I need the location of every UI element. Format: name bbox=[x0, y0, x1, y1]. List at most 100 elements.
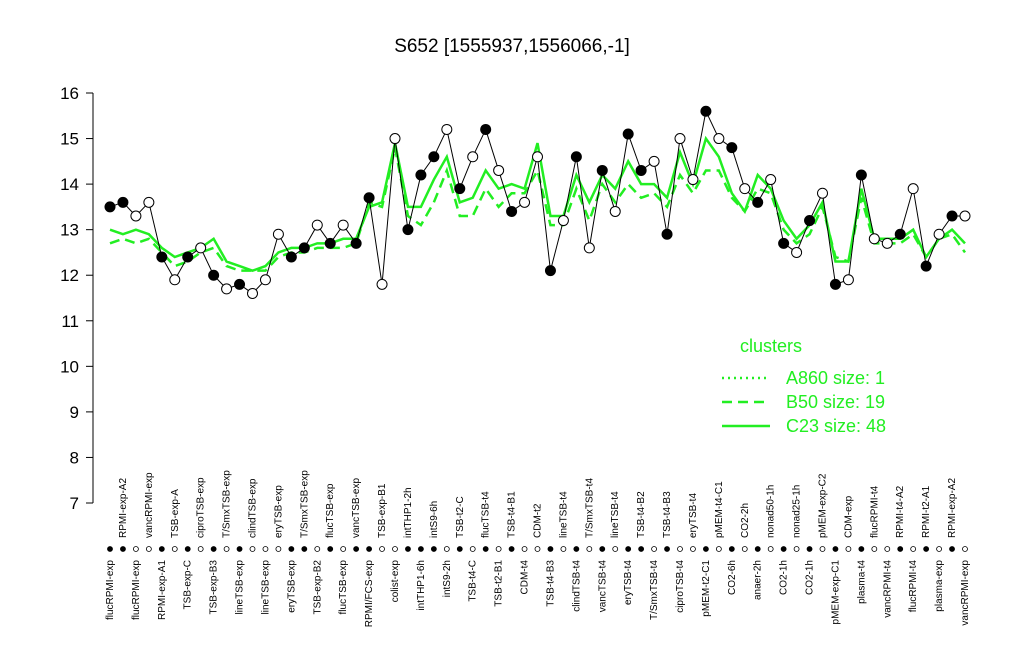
cluster-dot bbox=[327, 546, 334, 552]
x-tick-label: T/SmxTSB-t4 bbox=[584, 478, 595, 538]
x-tick-label: CO2-2h bbox=[740, 503, 751, 538]
x-tick-label: CO2-1h bbox=[779, 560, 790, 595]
data-point bbox=[350, 237, 362, 249]
cluster-dot bbox=[871, 546, 878, 552]
x-tick-label: flucRPMI-t4 bbox=[869, 485, 880, 538]
x-tick-label: CDM-t2 bbox=[533, 503, 544, 538]
cluster-dot bbox=[249, 546, 256, 552]
x-tick-label: nonad25-1h bbox=[792, 485, 803, 538]
x-tick-label: intS9-6h bbox=[429, 501, 440, 538]
data-point bbox=[454, 183, 466, 195]
cluster-dot bbox=[197, 546, 204, 552]
data-point bbox=[117, 196, 129, 208]
x-tick-label: RPMI/FCS-exp bbox=[364, 560, 375, 628]
x-tick-label: lineTSB-exp bbox=[235, 560, 246, 615]
data-point bbox=[726, 142, 738, 154]
x-tick-label: TSB-exp-B2 bbox=[312, 560, 323, 615]
cluster-dot bbox=[754, 546, 761, 552]
data-point bbox=[208, 269, 220, 281]
x-tick-label: eryTSB-t4 bbox=[623, 560, 634, 605]
cluster-dot bbox=[171, 546, 178, 552]
cluster-dot bbox=[314, 546, 321, 552]
data-point bbox=[907, 183, 919, 195]
cluster-dot bbox=[612, 546, 619, 552]
x-tick-label: T/SmxTSB-exp bbox=[299, 470, 310, 538]
data-point bbox=[221, 283, 233, 295]
data-point bbox=[596, 164, 608, 176]
x-tick-label: RPMI-t4-A2 bbox=[895, 485, 906, 538]
cluster-dot bbox=[456, 546, 463, 552]
data-point bbox=[532, 151, 543, 163]
cluster-dot bbox=[715, 546, 722, 552]
x-tick-label: clindTSB-exp bbox=[248, 478, 259, 538]
legend-label: A860 size: 1 bbox=[786, 368, 885, 388]
cluster-dot bbox=[806, 546, 813, 552]
cluster-dot bbox=[521, 546, 528, 552]
cluster-dot bbox=[703, 546, 709, 552]
x-tick-label: pMEM-exp-C2 bbox=[818, 473, 829, 538]
cluster-dot bbox=[690, 546, 696, 552]
data-point bbox=[920, 260, 932, 272]
y-tick-label: 7 bbox=[70, 494, 79, 513]
y-tick-label: 15 bbox=[60, 130, 79, 149]
x-tick-label: TSB-t4-B1 bbox=[507, 491, 518, 538]
cluster-dot bbox=[560, 546, 567, 552]
cluster-dot bbox=[353, 546, 360, 552]
data-point bbox=[674, 133, 686, 145]
x-tick-label: lineTSB-t4 bbox=[610, 491, 621, 538]
data-point bbox=[894, 228, 906, 240]
x-tick-label: ciproTSB-t4 bbox=[675, 560, 686, 613]
cluster-dot bbox=[586, 546, 593, 552]
data-point bbox=[234, 278, 246, 290]
data-point bbox=[622, 128, 634, 140]
x-tick-label: vancRPMI-t4 bbox=[882, 560, 893, 618]
data-point bbox=[570, 151, 582, 163]
data-point bbox=[247, 287, 258, 299]
cluster-dot bbox=[223, 546, 230, 552]
cluster-dot bbox=[651, 546, 657, 552]
x-tick-label: TSB-t4-B2 bbox=[636, 491, 647, 538]
data-point bbox=[389, 133, 401, 145]
x-tick-label: intTHP1-6h bbox=[416, 560, 427, 611]
data-point bbox=[868, 233, 880, 245]
x-tick-label: flucRPMI-t4 bbox=[908, 560, 919, 613]
cluster-dot bbox=[664, 546, 670, 552]
cluster-dot bbox=[897, 546, 904, 552]
x-tick-label: TSB-t4-B3 bbox=[662, 491, 673, 538]
data-point bbox=[609, 205, 621, 217]
x-tick-label: TSB-exp-B1 bbox=[377, 483, 388, 538]
x-tick-label: CDM-exp bbox=[843, 495, 854, 538]
data-point bbox=[182, 251, 194, 263]
y-tick-label: 9 bbox=[70, 403, 79, 422]
data-point bbox=[415, 169, 427, 181]
x-tick-label: nonad50-1h bbox=[766, 485, 777, 538]
cluster-dot bbox=[910, 546, 917, 552]
legend-title: clusters bbox=[740, 336, 802, 356]
data-point bbox=[648, 155, 660, 167]
cluster-dot bbox=[858, 546, 865, 552]
legend-label: C23 size: 48 bbox=[786, 416, 886, 436]
y-tick-label: 14 bbox=[60, 175, 79, 194]
x-tick-label: eryTSB-exp bbox=[273, 485, 284, 538]
cluster-dot bbox=[107, 546, 113, 552]
x-tick-label: anaer-2h bbox=[753, 560, 764, 600]
x-tick-label: TSB-t2-C bbox=[455, 496, 466, 538]
data-point bbox=[700, 105, 712, 117]
x-tick-label: plasma-exp bbox=[934, 560, 945, 612]
data-point bbox=[506, 205, 518, 217]
data-point bbox=[285, 251, 297, 263]
data-point bbox=[933, 228, 945, 240]
x-tick-label: TSB-exp-A bbox=[170, 489, 181, 538]
x-tick-label: T/SmxTSB-t4 bbox=[649, 560, 660, 620]
x-tick-label: flucTSB-t4 bbox=[481, 491, 492, 538]
data-point bbox=[817, 187, 828, 199]
data-point bbox=[337, 219, 349, 231]
data-point bbox=[259, 274, 271, 286]
x-tick-label: RPMI-exp-A2 bbox=[118, 478, 129, 538]
cluster-dot bbox=[728, 546, 735, 552]
data-point bbox=[881, 237, 893, 249]
x-tick-label: pMEM-t4-C1 bbox=[714, 481, 725, 538]
data-point bbox=[428, 151, 440, 163]
x-tick-label: RPMI-exp-A1 bbox=[157, 560, 168, 620]
x-tick-label: flucTSB-exp bbox=[325, 483, 336, 538]
